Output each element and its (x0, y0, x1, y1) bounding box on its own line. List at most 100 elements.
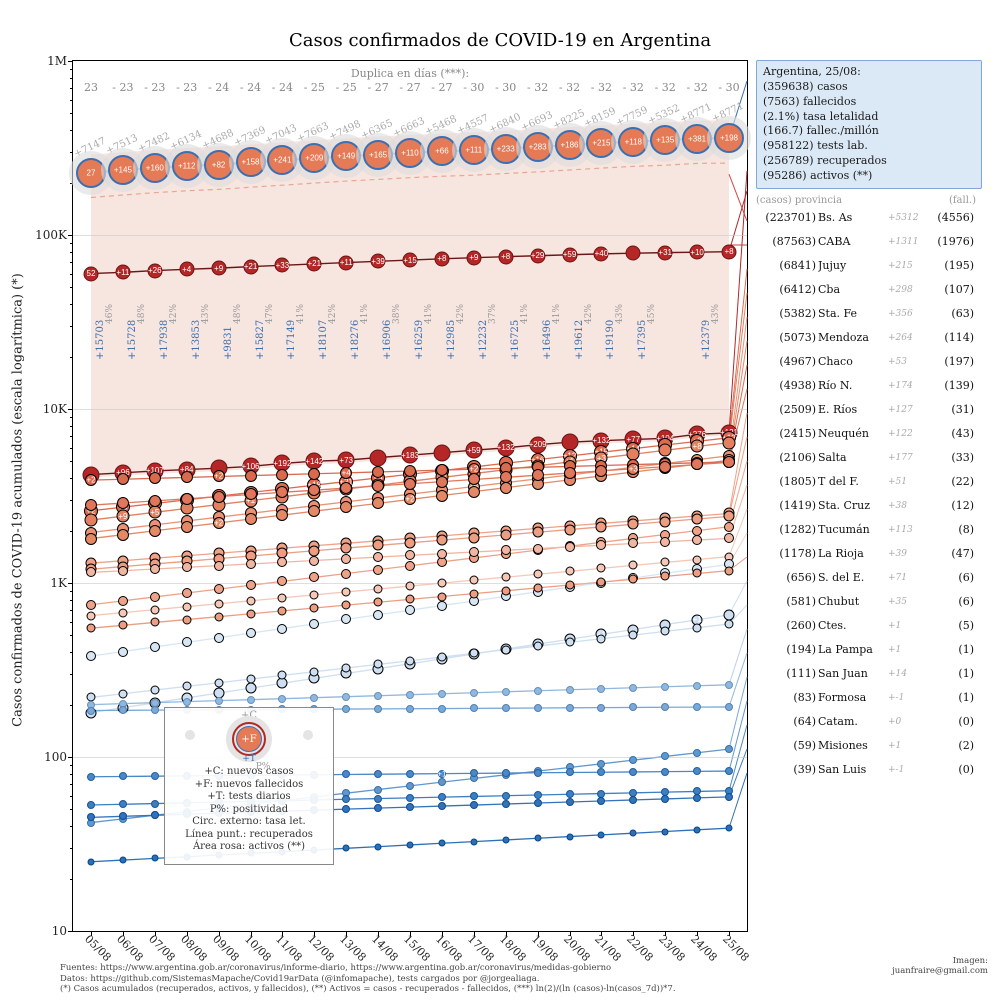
prov-delta: +122 (888, 429, 930, 439)
positivity-label: 41% (552, 304, 562, 324)
tests-daily-label: +16496 (542, 319, 553, 359)
series-marker (119, 812, 127, 820)
xtick-label: 14/08 (369, 932, 401, 964)
series-marker (438, 793, 446, 801)
province-row: (2106)Salta+177(33) (756, 446, 988, 470)
series-marker (181, 471, 193, 483)
prov-name: La Rioja (818, 547, 888, 560)
positivity-label: 42% (456, 304, 466, 324)
series-marker (407, 841, 414, 848)
series-marker (693, 749, 701, 757)
positivity-label: 41% (520, 304, 530, 324)
province-row: (656)S. del E.+71(6) (756, 566, 988, 590)
prov-delta: +127 (888, 405, 930, 415)
prov-name: Río N. (818, 379, 888, 392)
legend-bubble-demo: +C +F +T P% (165, 712, 333, 766)
positivity-label: 42% (584, 304, 594, 324)
series-marker (374, 705, 382, 713)
summary-line: (958122) tests lab. (763, 139, 975, 154)
series-marker (342, 805, 350, 813)
series-marker: +8 (691, 440, 704, 453)
series-marker (276, 509, 288, 521)
series-marker (566, 798, 574, 806)
series-marker (597, 578, 606, 587)
series-marker (468, 532, 479, 543)
prov-delta: +356 (888, 309, 930, 319)
series-marker: +59 (562, 247, 577, 262)
series-marker (629, 703, 637, 711)
prov-fall: (197) (930, 355, 978, 368)
xtick-label: 15/08 (401, 932, 433, 964)
footer-line1: Fuentes: https://www.argentina.gob.ar/co… (60, 963, 676, 973)
legend-inner-bubble: +F (236, 726, 262, 752)
series-marker (502, 704, 510, 712)
series-marker (597, 685, 605, 693)
xtick-label: 08/08 (178, 932, 210, 964)
series-marker (534, 769, 542, 777)
series-marker (151, 772, 159, 780)
series-marker (564, 524, 575, 535)
prov-delta: +113 (888, 525, 930, 535)
positivity-label: 43% (201, 304, 211, 324)
series-marker (629, 575, 638, 584)
duplica-value: - 32 (559, 81, 580, 94)
legend-line: +F: nuevos fallecidos (165, 779, 333, 792)
province-row: (5382)Sta. Fe+356(63) (756, 302, 988, 326)
prov-cases: (83) (756, 691, 818, 704)
series-marker (150, 564, 160, 574)
prov-cases: (4938) (756, 379, 818, 392)
series-marker (438, 802, 446, 810)
prov-fall: (43) (930, 427, 978, 440)
series-marker (342, 693, 350, 701)
series-marker (725, 793, 733, 801)
legend-p-label: P% (256, 762, 271, 772)
tests-daily-label: +17938 (159, 319, 170, 359)
series-marker (278, 593, 287, 602)
province-row: (59)Misiones+1(2) (756, 734, 988, 758)
positivity-label: 38% (392, 304, 402, 324)
prov-name: Neuquén (818, 427, 888, 440)
series-marker (277, 624, 287, 634)
series-marker (693, 767, 701, 775)
prov-cases: (87563) (756, 235, 818, 248)
series-marker (468, 473, 480, 485)
prov-fall: (0) (930, 763, 978, 776)
series-marker: +198 (714, 123, 744, 153)
series-marker (724, 522, 734, 532)
series-marker (151, 855, 158, 862)
series-marker (151, 800, 159, 808)
xtick-label: 19/08 (529, 932, 561, 964)
duplica-value: - 32 (527, 81, 548, 94)
prov-name: La Pampa (818, 643, 888, 656)
series-marker (182, 637, 192, 647)
series-marker (182, 588, 192, 598)
positivity-label: 45% (647, 304, 657, 324)
series-marker (373, 565, 383, 575)
province-row: (260)Ctes.+1(5) (756, 614, 988, 638)
xtick-label: 06/08 (114, 932, 146, 964)
series-marker (342, 664, 351, 673)
legend-line: Área rosa: activos (**) (165, 841, 333, 854)
prov-cases: (5382) (756, 307, 818, 320)
province-row: (6412)Cba+298(107) (756, 278, 988, 302)
series-marker (88, 858, 95, 865)
series-marker (724, 533, 734, 543)
series-marker (278, 606, 287, 615)
series-marker (87, 773, 95, 781)
positivity-label: 37% (488, 304, 498, 324)
prov-delta: +38 (888, 501, 930, 511)
provinces-header: (casos) provincia (fall.) (756, 195, 976, 206)
series-marker (373, 610, 383, 620)
series-marker (246, 628, 256, 638)
duplica-value: - 23 (176, 81, 197, 94)
series-marker (119, 800, 127, 808)
series-marker: +5 (148, 506, 161, 519)
series-marker (534, 687, 542, 695)
series-marker (245, 488, 257, 500)
series-marker: +4 (179, 262, 194, 277)
series-marker: +40 (594, 246, 609, 261)
provinces-list: (223701)Bs. As+5312(4556)(87563)CABA+131… (756, 206, 996, 782)
series-marker: +2 (213, 517, 225, 529)
series-marker (375, 843, 382, 850)
series-marker (245, 683, 256, 694)
